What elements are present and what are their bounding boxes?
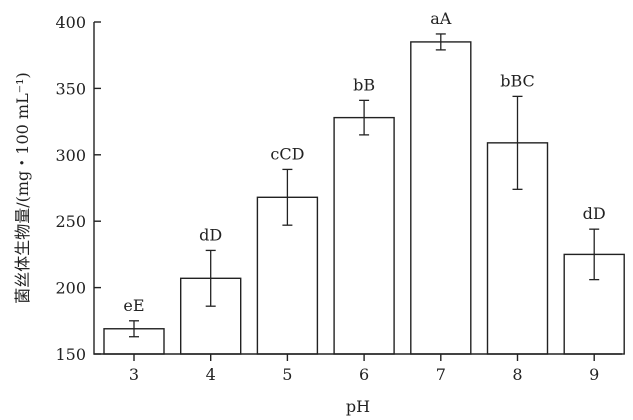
x-tick-label: 3 — [129, 365, 139, 384]
x-axis-ticks: 3 4 5 6 7 8 9 — [129, 354, 599, 384]
y-tick-label: 350 — [55, 79, 86, 98]
y-tick-label: 200 — [55, 279, 86, 298]
significance-label: bBC — [500, 71, 535, 90]
significance-label: dD — [199, 225, 222, 244]
x-tick-label: 8 — [512, 365, 522, 384]
bar — [333, 116, 395, 355]
error-bars — [129, 33, 600, 338]
y-tick-label: 300 — [55, 146, 86, 165]
x-tick-label: 7 — [436, 365, 446, 384]
y-tick-label: 150 — [55, 345, 86, 364]
x-tick-label: 6 — [359, 365, 369, 384]
y-tick-label: 400 — [55, 13, 86, 32]
significance-label: dD — [583, 204, 606, 223]
y-axis-ticks: 150 200 250 300 350 400 — [55, 13, 101, 364]
axes — [93, 22, 622, 355]
x-axis-label: pH — [346, 397, 370, 416]
x-tick-label: 9 — [589, 365, 599, 384]
x-tick-label: 5 — [282, 365, 292, 384]
significance-label: bB — [353, 75, 375, 94]
y-tick-label: 250 — [55, 212, 86, 231]
significance-label: aA — [430, 9, 452, 28]
significance-labels: eE dD cCD bB aA bBC dD — [123, 9, 605, 315]
significance-label: cCD — [270, 144, 304, 163]
bar — [410, 41, 472, 355]
y-axis-label: 菌丝体生物量/(mg・100 mL⁻¹) — [13, 72, 32, 304]
x-tick-label: 4 — [206, 365, 216, 384]
significance-label: eE — [123, 296, 144, 315]
